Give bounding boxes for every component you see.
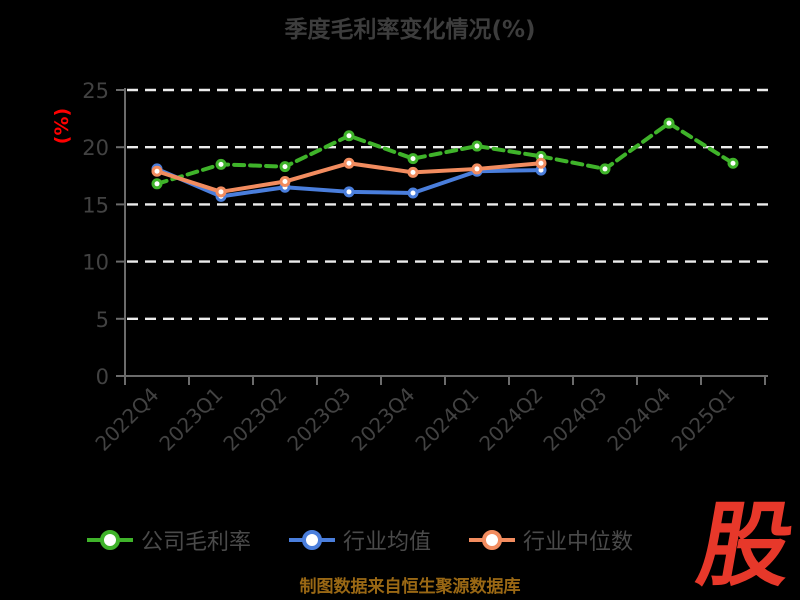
svg-text:2024Q2: 2024Q2 — [474, 383, 547, 456]
svg-text:0: 0 — [96, 365, 109, 389]
svg-text:10: 10 — [82, 251, 109, 275]
svg-text:2024Q4: 2024Q4 — [602, 383, 675, 456]
svg-text:2025Q1: 2025Q1 — [666, 383, 739, 456]
svg-text:2023Q3: 2023Q3 — [282, 383, 355, 456]
svg-text:2022Q4: 2022Q4 — [90, 383, 163, 456]
svg-text:2023Q2: 2023Q2 — [218, 383, 291, 456]
legend-item-industry-mean[interactable]: 行业均值 — [288, 524, 431, 556]
line-marker-icon — [469, 530, 515, 550]
svg-text:15: 15 — [82, 193, 109, 217]
svg-text:25: 25 — [82, 79, 109, 103]
legend-item-company-gross-margin[interactable]: 公司毛利率 — [86, 524, 251, 556]
svg-text:2023Q4: 2023Q4 — [346, 383, 419, 456]
svg-text:5: 5 — [96, 308, 109, 332]
chart-title: 季度毛利率变化情况(%) — [284, 17, 536, 43]
svg-text:2024Q1: 2024Q1 — [410, 383, 483, 456]
svg-text:2023Q1: 2023Q1 — [154, 383, 227, 456]
legend-label: 公司毛利率 — [140, 530, 251, 555]
legend-item-industry-median[interactable]: 行业中位数 — [469, 524, 633, 556]
svg-text:2024Q3: 2024Q3 — [538, 383, 611, 456]
legend-label: 行业中位数 — [523, 530, 634, 555]
watermark-logo: 股 — [690, 492, 800, 599]
svg-text:20: 20 — [82, 136, 109, 160]
line-marker-icon — [288, 530, 335, 550]
line-marker-icon — [86, 530, 133, 550]
data-source-note: 制图数据来自恒生聚源数据库 — [299, 577, 521, 597]
chart-legend: 公司毛利率 行业均值 行业中位数 — [0, 521, 720, 559]
legend-label: 行业均值 — [342, 530, 431, 555]
